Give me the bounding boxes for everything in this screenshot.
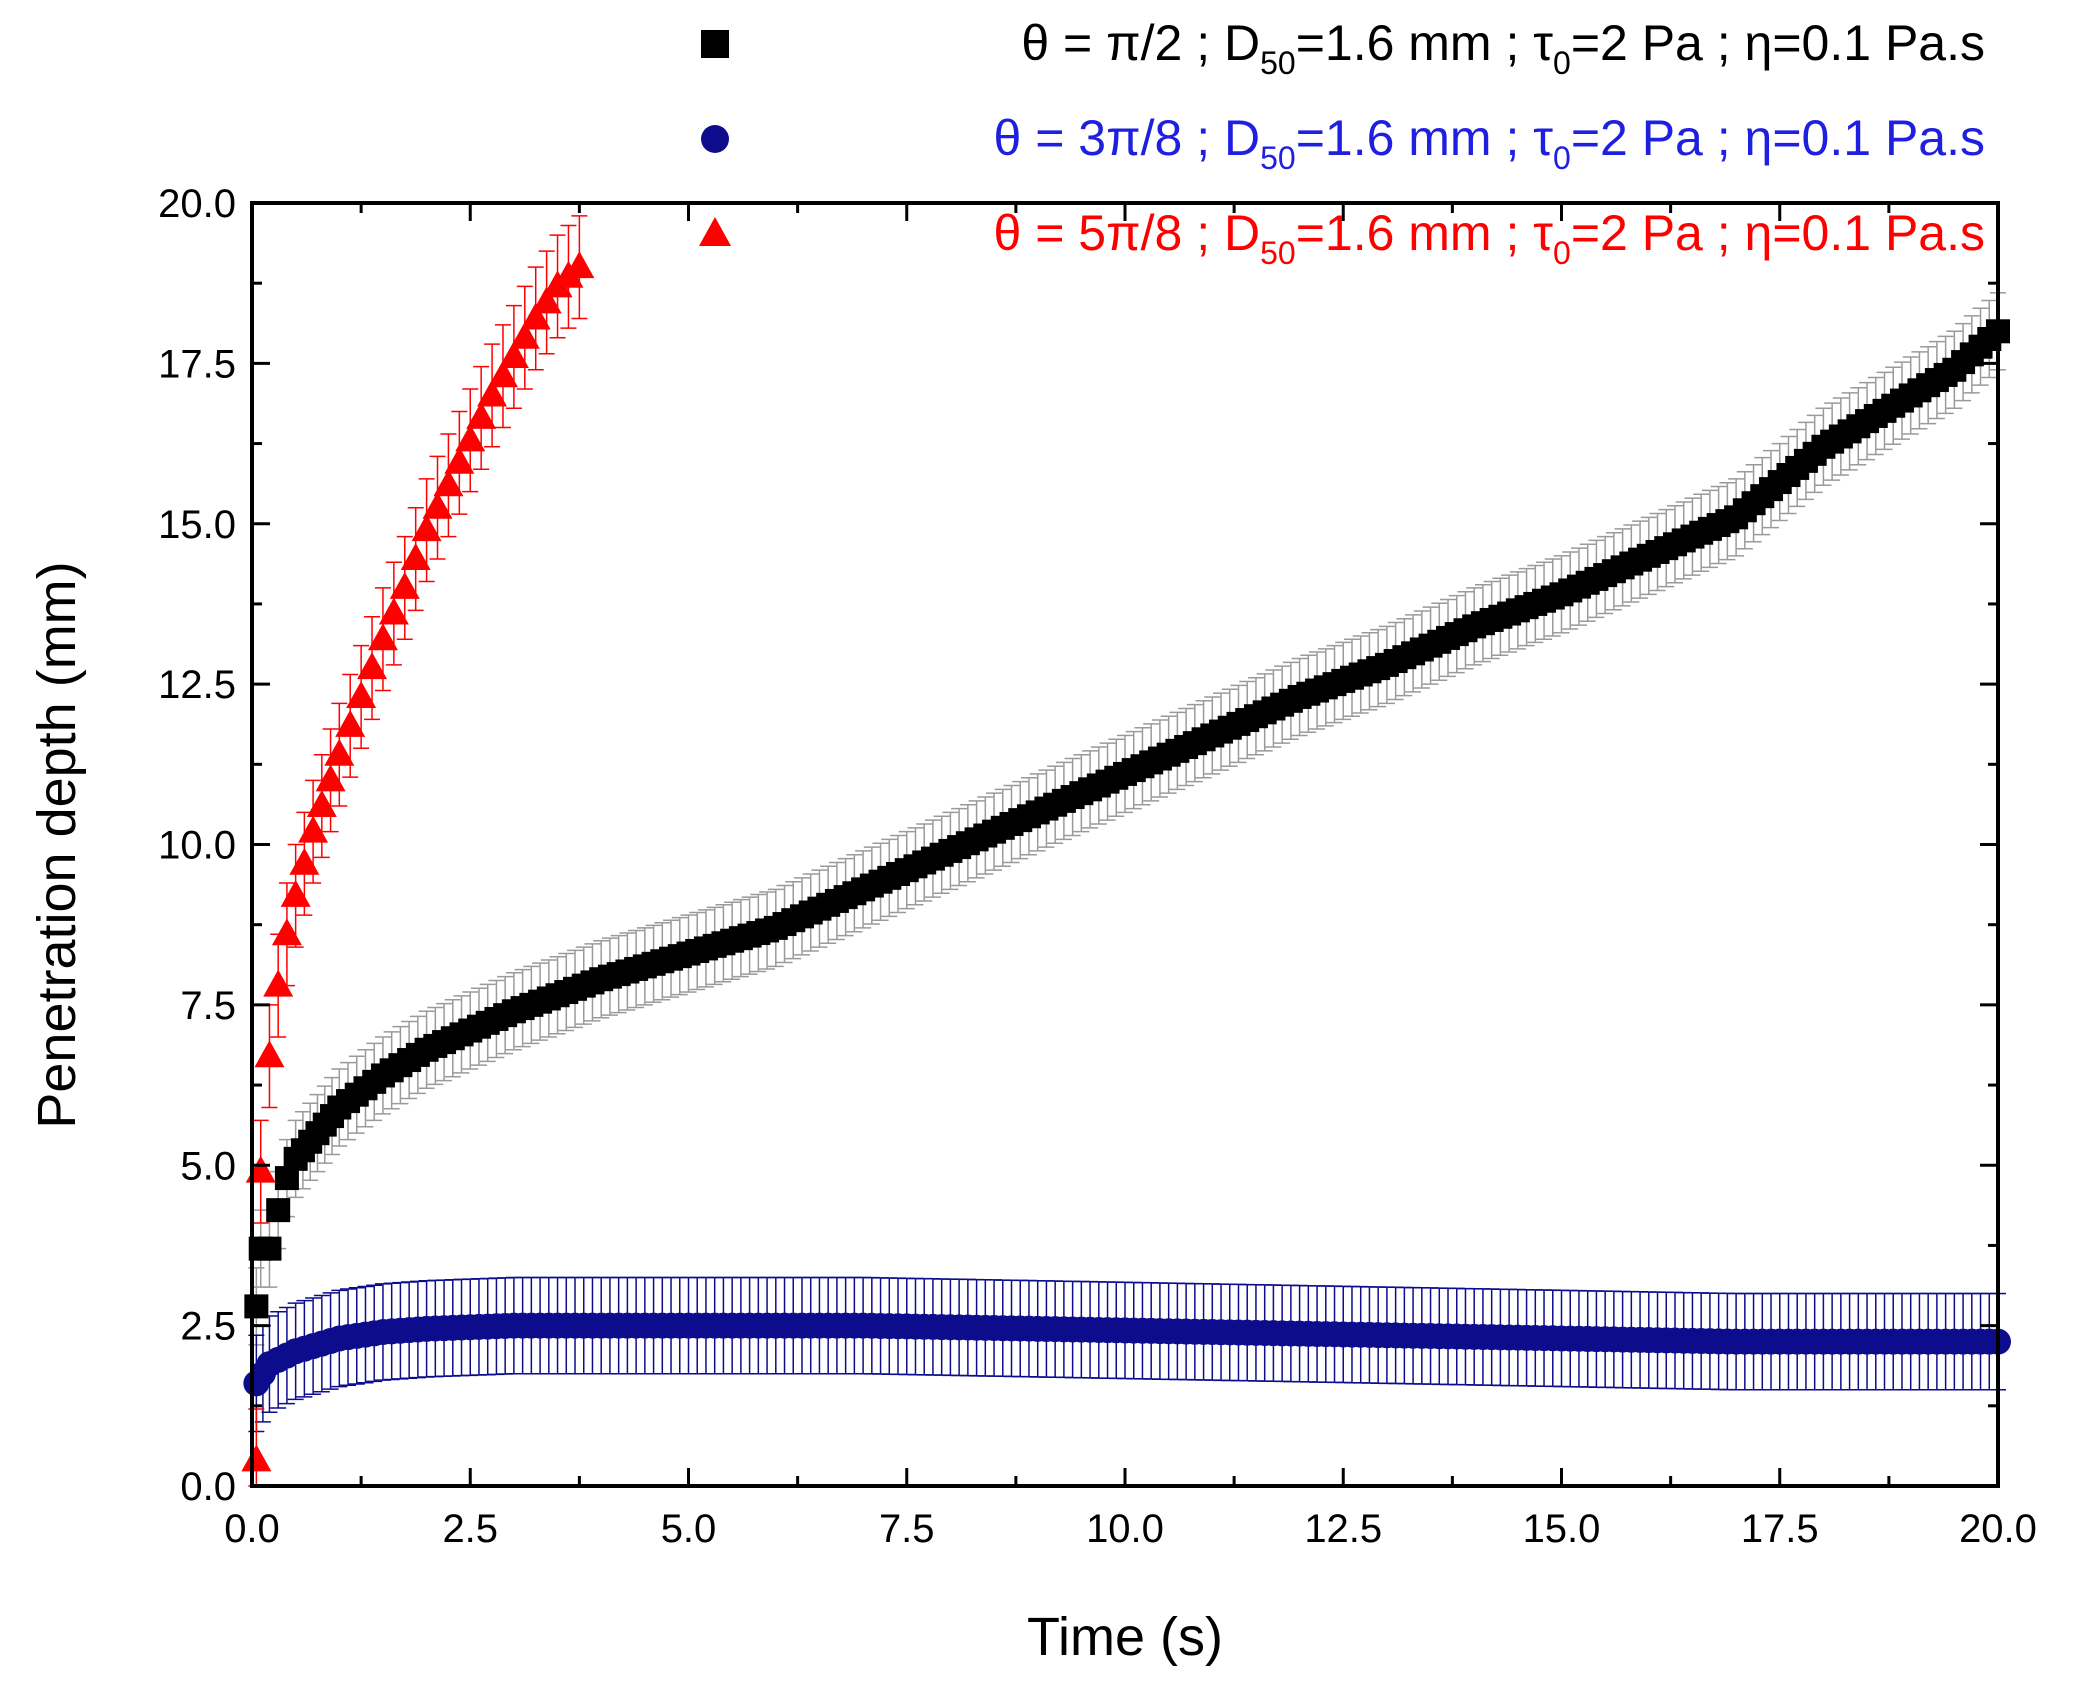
data-point-triangle (411, 514, 442, 542)
x-tick-label: 2.5 (442, 1507, 498, 1551)
data-point-triangle (477, 379, 508, 407)
x-tick-label: 10.0 (1086, 1507, 1164, 1551)
error-bars (248, 215, 2006, 1487)
data-point-triangle (389, 571, 420, 599)
data-point-triangle (422, 491, 453, 519)
x-tick-label: 5.0 (661, 1507, 717, 1551)
legend-label: θ = π/2 ; D50=1.6 mm ; τ0=2 Pa ; η=0.1 P… (1021, 15, 1985, 81)
y-tick-label: 7.5 (180, 984, 236, 1028)
data-point-triangle (306, 790, 337, 818)
data-point-triangle (346, 680, 377, 708)
legend-label: θ = 5π/8 ; D50=1.6 mm ; τ0=2 Pa ; η=0.1 … (994, 205, 1985, 271)
data-point-triangle (487, 360, 518, 388)
y-axis-ticks: 0.0 2.5 5.0 7.5 10.0 12.5 15.0 17.5 20.0 (158, 182, 1998, 1509)
y-tick-label: 5.0 (180, 1144, 236, 1188)
y-axis-title: Penetration depth (mm) (27, 561, 87, 1128)
data-point-square (257, 1236, 282, 1261)
data-point-triangle (357, 652, 388, 680)
data-point-triangle (335, 709, 366, 737)
legend-marker-circle (701, 125, 729, 153)
x-axis-ticks: 0.0 2.5 5.0 7.5 10.0 12.5 15.0 17.5 20.0 (224, 203, 2037, 1551)
legend-marker-triangle (699, 217, 731, 246)
y-tick-label: 12.5 (158, 663, 236, 707)
data-point-triangle (400, 543, 431, 571)
data-point-triangle (289, 847, 320, 875)
y-tick-label: 0.0 (180, 1465, 236, 1509)
data-point-triangle (367, 623, 398, 651)
y-tick-label: 17.5 (158, 342, 236, 386)
x-tick-label: 15.0 (1523, 1507, 1601, 1551)
data-point-triangle (378, 597, 409, 625)
data-point-triangle (254, 1040, 285, 1068)
data-point-triangle (444, 446, 475, 474)
data-point-triangle (531, 286, 562, 314)
y-tick-label: 2.5 (180, 1305, 236, 1349)
data-point-triangle (455, 424, 486, 452)
legend: θ = π/2 ; D50=1.6 mm ; τ0=2 Pa ; η=0.1 P… (699, 15, 1985, 271)
x-tick-label: 12.5 (1304, 1507, 1382, 1551)
data-point-triangle (520, 302, 551, 330)
data-point-triangle (466, 401, 497, 429)
data-point-square (244, 1294, 269, 1319)
legend-label: θ = 3π/8 ; D50=1.6 mm ; τ0=2 Pa ; η=0.1 … (994, 110, 1985, 176)
y-tick-label: 15.0 (158, 503, 236, 547)
x-tick-label: 17.5 (1741, 1507, 1819, 1551)
data-point-triangle (271, 918, 302, 946)
x-tick-label: 7.5 (879, 1507, 935, 1551)
data-point-triangle (298, 815, 329, 843)
y-tick-label: 10.0 (158, 824, 236, 868)
data-point-triangle (433, 469, 464, 497)
data-point-triangle (324, 738, 355, 766)
data-point-triangle (509, 321, 540, 349)
data-point-triangle (315, 764, 346, 792)
legend-marker-square (701, 30, 729, 58)
x-tick-label: 0.0 (224, 1507, 280, 1551)
data-markers (241, 251, 2011, 1472)
x-tick-label: 20.0 (1959, 1507, 2037, 1551)
data-point-triangle (280, 879, 311, 907)
data-point-square (266, 1198, 291, 1223)
data-point-triangle (564, 251, 595, 279)
data-point-triangle (241, 1444, 272, 1472)
data-point-triangle (498, 340, 529, 368)
data-point-triangle (263, 969, 294, 997)
x-axis-title: Time (s) (1027, 1607, 1223, 1667)
y-tick-label: 20.0 (158, 182, 236, 226)
